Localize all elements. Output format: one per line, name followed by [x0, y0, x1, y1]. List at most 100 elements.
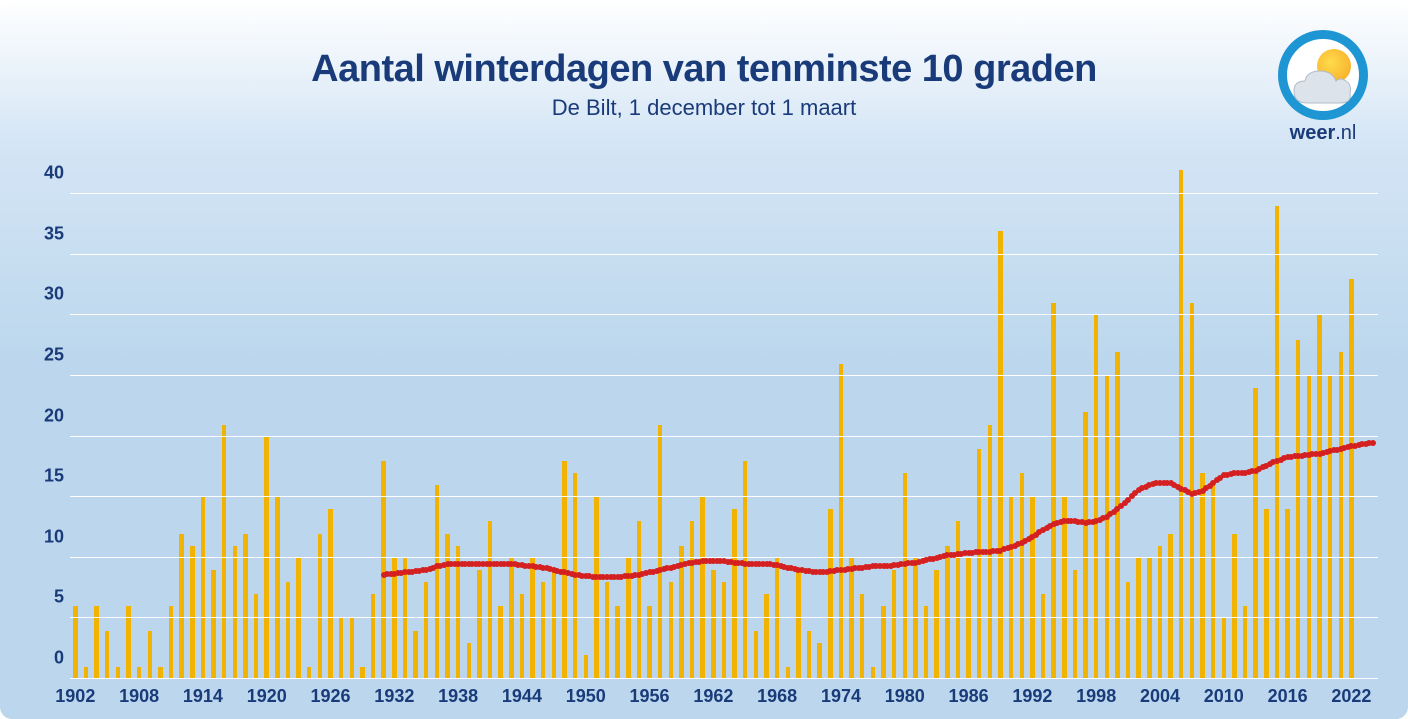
- bar: [520, 594, 524, 679]
- bar: [1083, 412, 1087, 679]
- bar: [1126, 582, 1130, 679]
- x-axis-label: 1980: [885, 686, 925, 707]
- bar: [1285, 509, 1289, 679]
- bar: [467, 643, 471, 679]
- bar: [254, 594, 258, 679]
- bar: [1105, 376, 1109, 679]
- bar: [435, 485, 439, 679]
- bar: [477, 570, 481, 679]
- bar: [339, 618, 343, 679]
- bar: [945, 546, 949, 679]
- bar: [328, 509, 332, 679]
- y-axis-label: 20: [30, 405, 64, 426]
- cloud-icon: [1292, 67, 1354, 107]
- bar: [1158, 546, 1162, 679]
- bar: [849, 558, 853, 679]
- bar: [1307, 376, 1311, 679]
- x-axis-label: 2022: [1331, 686, 1371, 707]
- bar: [1041, 594, 1045, 679]
- bar: [190, 546, 194, 679]
- x-axis-label: 2016: [1268, 686, 1308, 707]
- bar: [807, 631, 811, 679]
- bar: [1222, 618, 1226, 679]
- bar: [690, 521, 694, 679]
- bar: [1232, 534, 1236, 679]
- x-axis-label: 1998: [1076, 686, 1116, 707]
- bar: [966, 558, 970, 679]
- bar: [754, 631, 758, 679]
- bar: [658, 425, 662, 680]
- bar: [892, 570, 896, 679]
- x-axis-label: 1902: [55, 686, 95, 707]
- bar: [1296, 340, 1300, 679]
- y-axis-label: 10: [30, 526, 64, 547]
- bar: [381, 461, 385, 679]
- bar: [1264, 509, 1268, 679]
- chart-header: Aantal winterdagen van tenminste 10 grad…: [0, 48, 1408, 121]
- y-axis-label: 25: [30, 345, 64, 366]
- y-axis-label: 15: [30, 466, 64, 487]
- x-axis-label: 1926: [311, 686, 351, 707]
- bar: [424, 582, 428, 679]
- bar: [817, 643, 821, 679]
- bar: [1179, 170, 1183, 679]
- bar: [530, 558, 534, 679]
- x-axis-label: 1968: [757, 686, 797, 707]
- bar: [913, 558, 917, 679]
- bar: [669, 582, 673, 679]
- bar: [903, 473, 907, 679]
- bar: [413, 631, 417, 679]
- gridline: [70, 375, 1378, 376]
- bar: [605, 582, 609, 679]
- y-axis-label: 40: [30, 163, 64, 184]
- bar: [1253, 388, 1257, 679]
- bar: [275, 497, 279, 679]
- x-axis-label: 1932: [374, 686, 414, 707]
- bar: [637, 521, 641, 679]
- y-axis-label: 5: [30, 587, 64, 608]
- bars-layer: [70, 170, 1378, 679]
- bar: [1275, 206, 1279, 679]
- bar: [488, 521, 492, 679]
- bar: [828, 509, 832, 679]
- bar: [1051, 303, 1055, 679]
- x-axis-label: 2004: [1140, 686, 1180, 707]
- bar: [860, 594, 864, 679]
- bar: [732, 509, 736, 679]
- logo: weer.nl: [1278, 30, 1368, 145]
- bar: [509, 558, 513, 679]
- bar: [350, 618, 354, 679]
- bar: [148, 631, 152, 679]
- bar: [775, 558, 779, 679]
- gridline: [70, 314, 1378, 315]
- bar: [1147, 558, 1151, 679]
- x-axis-label: 1962: [693, 686, 733, 707]
- bar: [711, 570, 715, 679]
- bar: [286, 582, 290, 679]
- gridline: [70, 193, 1378, 194]
- bar: [594, 497, 598, 679]
- bar: [1168, 534, 1172, 679]
- bar: [318, 534, 322, 679]
- chart-title: Aantal winterdagen van tenminste 10 grad…: [0, 48, 1408, 91]
- bar: [956, 521, 960, 679]
- bar: [1317, 315, 1321, 679]
- gridline: [70, 678, 1378, 679]
- logo-circle-icon: [1278, 30, 1368, 120]
- bar: [764, 594, 768, 679]
- bar: [1073, 570, 1077, 679]
- x-axis-label: 1974: [821, 686, 861, 707]
- x-axis-label: 1914: [183, 686, 223, 707]
- logo-text: weer.nl: [1278, 122, 1368, 145]
- bar: [1009, 497, 1013, 679]
- bar: [1020, 473, 1024, 679]
- bar: [264, 437, 268, 679]
- gridline: [70, 617, 1378, 618]
- bar: [1094, 315, 1098, 679]
- bar: [1339, 352, 1343, 679]
- x-axis-label: 2010: [1204, 686, 1244, 707]
- bar: [371, 594, 375, 679]
- x-axis-label: 1920: [247, 686, 287, 707]
- bar: [722, 582, 726, 679]
- x-axis-label: 1950: [566, 686, 606, 707]
